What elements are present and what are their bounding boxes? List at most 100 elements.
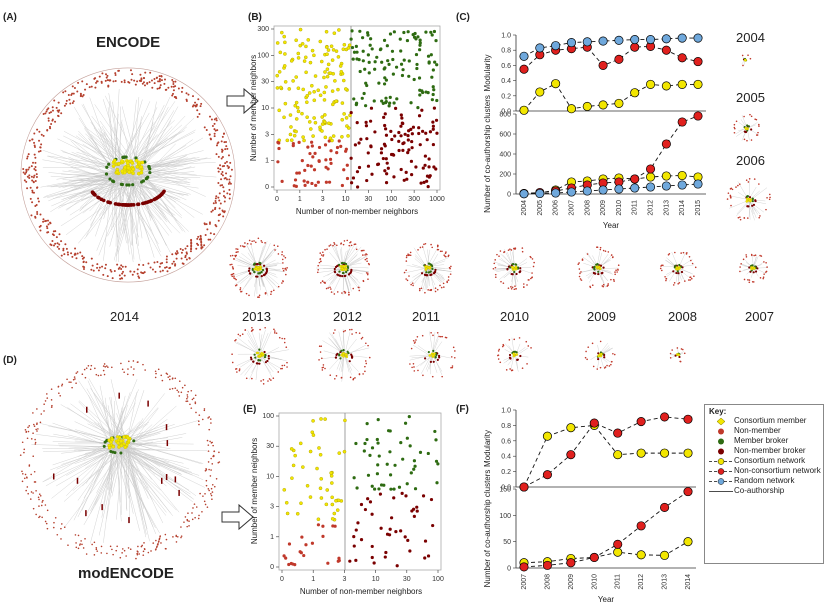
- legend-key: Key: Consortium member Non-member Member b…: [704, 404, 824, 564]
- data-point-nonconsortium: [683, 414, 693, 424]
- scatter-point: [342, 449, 347, 454]
- y-axis-label: Modularity: [483, 55, 492, 92]
- scatter-point: [322, 98, 327, 102]
- scatter-point: [399, 49, 403, 53]
- scatter-point: [430, 75, 434, 79]
- scatter-point: [384, 157, 388, 161]
- scatter-point: [400, 73, 405, 78]
- scatter-point: [414, 37, 418, 41]
- scatter-point: [435, 98, 439, 103]
- scatter-point: [373, 487, 377, 491]
- scatter-point: [399, 441, 403, 445]
- scatter-point: [343, 418, 347, 423]
- scatter-point: [384, 78, 388, 82]
- scatter-point: [369, 37, 373, 41]
- scatter-point: [306, 38, 311, 42]
- scatter-point: [294, 38, 298, 43]
- scatter-point: [295, 171, 299, 175]
- data-point-consortium: [677, 79, 687, 89]
- scatter-point: [342, 112, 346, 116]
- scatter-point: [394, 65, 399, 69]
- year-label-2007: 2007: [745, 309, 774, 324]
- scatter-point: [406, 30, 410, 34]
- scatter-point: [308, 60, 313, 65]
- data-point-consortium: [613, 547, 623, 557]
- x-tick-label: 2009: [568, 574, 575, 590]
- scatter-point: [392, 30, 396, 34]
- scatter-point: [370, 544, 374, 549]
- data-point-consortium: [661, 171, 671, 181]
- scatter-point: [328, 157, 333, 161]
- scatter-point: [282, 34, 287, 39]
- x-tick-label: 1: [298, 196, 302, 203]
- key-label: Non-consortium network: [734, 466, 821, 475]
- scatter-point: [351, 176, 356, 180]
- scatter-point: [366, 33, 370, 37]
- scatter-point: [409, 101, 413, 105]
- scatter-point: [370, 484, 374, 488]
- scatter-point: [297, 171, 301, 175]
- scatter-point: [414, 165, 418, 169]
- scatter-point: [398, 37, 402, 41]
- scatter-point: [399, 124, 403, 128]
- scatter-point: [399, 113, 403, 117]
- scatter-point: [370, 446, 375, 450]
- data-point-nonconsortium: [566, 558, 576, 568]
- scatter-point: [418, 41, 422, 45]
- scatter-point: [345, 176, 350, 181]
- scatter-point: [327, 139, 331, 143]
- scatter-point: [328, 136, 333, 141]
- scatter-point: [279, 85, 283, 90]
- scatter-point: [340, 183, 344, 188]
- scatter-point: [383, 66, 387, 70]
- x-tick-label: 10: [372, 576, 380, 583]
- y-tick-label: 0: [507, 192, 511, 199]
- scatter-point: [361, 49, 365, 53]
- scatter-point: [407, 415, 411, 419]
- scatter-point: [418, 43, 422, 47]
- scatter-point: [373, 60, 377, 64]
- data-point-nonconsortium: [693, 111, 703, 121]
- scatter-point: [407, 148, 411, 152]
- data-point-consortium: [683, 537, 693, 547]
- key-item: Random network: [708, 476, 823, 486]
- scatter-point: [355, 50, 359, 54]
- scatter-point: [341, 78, 346, 83]
- x-tick-label: 300: [408, 196, 420, 203]
- scatter-point: [366, 151, 370, 155]
- scatter-point: [313, 120, 318, 125]
- scatter-point: [424, 90, 428, 94]
- key-symbol-line-yellow: [708, 457, 734, 466]
- data-point-nonconsortium: [661, 45, 671, 55]
- year-label-2004: 2004: [736, 30, 765, 45]
- scatter-point: [312, 89, 316, 94]
- scatter-point: [399, 529, 403, 533]
- scatter-point: [333, 79, 337, 83]
- scatter-point: [399, 62, 404, 66]
- x-tick-label: 2009: [600, 200, 607, 216]
- scatter-point: [349, 156, 353, 160]
- scatter-point: [282, 115, 286, 120]
- scatter-point: [331, 48, 336, 52]
- data-point-consortium: [582, 101, 592, 111]
- scatter-point: [336, 55, 341, 59]
- encode-network-2006: [726, 177, 771, 221]
- y-tick-label: 50: [503, 539, 511, 546]
- scatter-point: [370, 47, 374, 51]
- scatter-point: [317, 446, 321, 450]
- scatter-point: [334, 99, 338, 104]
- scatter-point: [366, 31, 370, 35]
- scatter-point: [304, 543, 308, 547]
- scatter-point: [301, 135, 305, 139]
- x-tick-label: 2008: [544, 574, 551, 590]
- scatter-point: [397, 139, 401, 143]
- scatter-point: [402, 30, 406, 35]
- y-tick-label: 0.6: [501, 63, 511, 70]
- scatter-point: [324, 85, 328, 89]
- scatter-point: [352, 97, 356, 101]
- scatter-point: [284, 500, 289, 505]
- scatter-point: [280, 179, 284, 183]
- y-tick-label: 0.2: [501, 93, 511, 100]
- scatter-point: [329, 149, 333, 153]
- scatter-point: [370, 555, 374, 560]
